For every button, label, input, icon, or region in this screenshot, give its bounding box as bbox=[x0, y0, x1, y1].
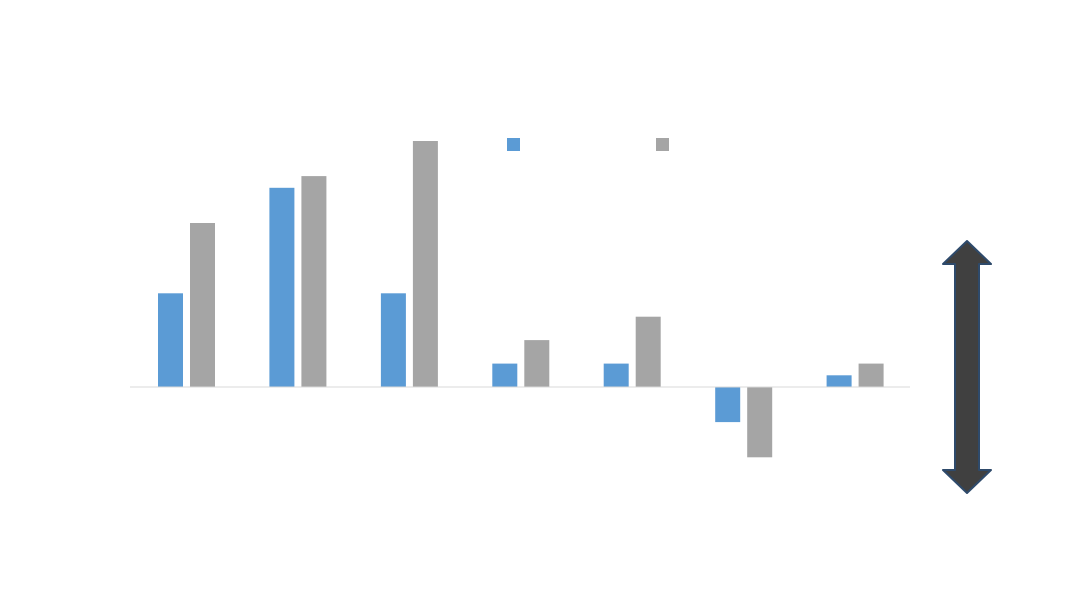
bar-series-2-category-3[interactable] bbox=[412, 141, 438, 387]
legend-swatch-series-1[interactable] bbox=[507, 138, 520, 151]
vertical-double-arrow-shape[interactable] bbox=[942, 240, 992, 494]
bar-series-1-category-2[interactable] bbox=[269, 187, 295, 387]
bar-series-1-category-1[interactable] bbox=[158, 293, 183, 387]
bar-series-2-category-5[interactable] bbox=[635, 316, 661, 387]
bars-layer bbox=[158, 141, 884, 458]
bar-series-1-category-5[interactable] bbox=[603, 363, 629, 387]
legend bbox=[507, 138, 669, 151]
bar-series-1-category-7[interactable] bbox=[826, 375, 852, 387]
bar-series-2-category-7[interactable] bbox=[858, 363, 884, 387]
bar-series-1-category-4[interactable] bbox=[492, 363, 518, 387]
bar-series-1-category-3[interactable] bbox=[380, 293, 406, 387]
bar-series-1-category-6[interactable] bbox=[715, 387, 741, 423]
bar-series-2-category-2[interactable] bbox=[301, 176, 327, 387]
bar-series-2-category-4[interactable] bbox=[524, 340, 550, 387]
bar-series-2-category-1[interactable] bbox=[190, 223, 215, 387]
legend-swatch-series-2[interactable] bbox=[656, 138, 669, 151]
bar-series-2-category-6[interactable] bbox=[747, 387, 773, 458]
